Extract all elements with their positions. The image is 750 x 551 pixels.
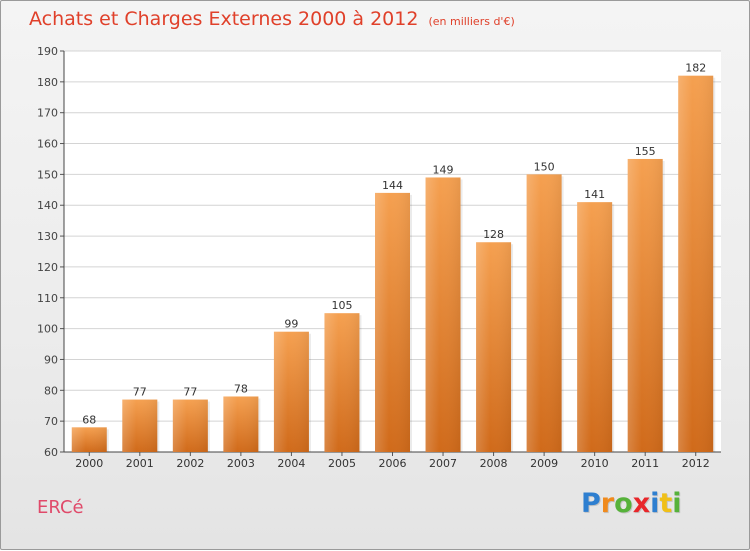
y-tick-label: 180	[37, 76, 58, 89]
y-tick-label: 60	[44, 446, 58, 459]
x-tick-label: 2000	[75, 457, 103, 470]
x-tick-label: 2008	[480, 457, 508, 470]
y-tick-label: 70	[44, 415, 58, 428]
bar-value-label: 105	[331, 299, 352, 312]
bar-highlight	[627, 158, 663, 452]
y-tick-label: 190	[37, 45, 58, 58]
bar-value-label: 150	[534, 160, 555, 173]
x-tick-label: 2002	[176, 457, 204, 470]
bar-highlight	[223, 396, 259, 452]
y-tick-label: 120	[37, 261, 58, 274]
y-tick-label: 160	[37, 138, 58, 151]
bar-highlight	[122, 399, 158, 452]
bar-value-label: 149	[433, 163, 454, 176]
logo-letter: P	[581, 488, 601, 519]
y-tick-label: 100	[37, 323, 58, 336]
bar-value-label: 78	[234, 382, 248, 395]
chart-title: Achats et Charges Externes 2000 à 2012	[29, 8, 419, 30]
bar-value-label: 155	[635, 145, 656, 158]
bar-highlight	[172, 399, 208, 452]
x-tick-label: 2006	[379, 457, 407, 470]
bar-highlight	[71, 427, 107, 452]
logo-letter: i	[672, 488, 682, 519]
x-tick-label: 2007	[429, 457, 457, 470]
proxiti-logo[interactable]: Proxiti	[581, 488, 682, 519]
bar-value-label: 77	[133, 386, 147, 399]
bar-value-label: 99	[284, 318, 298, 331]
labels: 60 70 80 90 100 110 120 130 140 150 160 170 180 190 68…	[37, 45, 710, 470]
bar-value-label: 144	[382, 179, 403, 192]
logo-letter: t	[659, 488, 673, 519]
bar-value-label: 182	[685, 62, 706, 75]
y-tick-label: 140	[37, 199, 58, 212]
logo-letter: i	[650, 488, 660, 519]
bar-highlight	[375, 192, 410, 452]
x-tick-label: 2004	[277, 457, 305, 470]
bar-value-label: 68	[82, 413, 96, 426]
logo-letter: r	[600, 488, 615, 519]
y-tick-label: 170	[37, 107, 58, 120]
bar-highlight	[526, 174, 562, 452]
x-tick-label: 2001	[126, 457, 154, 470]
logo-letter: o	[614, 488, 633, 519]
x-tick-label: 2003	[227, 457, 255, 470]
bar-highlight	[476, 242, 512, 452]
x-tick-label: 2011	[631, 457, 659, 470]
logo-letter: x	[632, 488, 651, 519]
x-tick-label: 2009	[530, 457, 558, 470]
bar-highlight	[577, 202, 613, 452]
y-tick-label: 80	[44, 384, 58, 397]
x-tick-label: 2010	[581, 457, 609, 470]
bar-value-label: 77	[183, 386, 197, 399]
y-tick-label: 110	[37, 292, 58, 305]
y-tick-label: 90	[44, 353, 58, 366]
title-row: Achats et Charges Externes 2000 à 2012 (e…	[29, 8, 515, 30]
bar-highlight	[425, 177, 461, 452]
x-tick-label: 2005	[328, 457, 356, 470]
bar-value-label: 141	[584, 188, 605, 201]
bar-highlight	[324, 313, 360, 452]
y-tick-label: 150	[37, 168, 58, 181]
chart-subtitle: (en milliers d'€)	[428, 15, 515, 28]
y-tick-label: 130	[37, 230, 58, 243]
bar-value-label: 128	[483, 228, 504, 241]
bar-highlight	[678, 75, 714, 452]
bars	[71, 75, 716, 452]
commune-name: ERCé	[37, 497, 84, 518]
x-tick-label: 2012	[682, 457, 710, 470]
bar-highlight	[273, 331, 309, 452]
